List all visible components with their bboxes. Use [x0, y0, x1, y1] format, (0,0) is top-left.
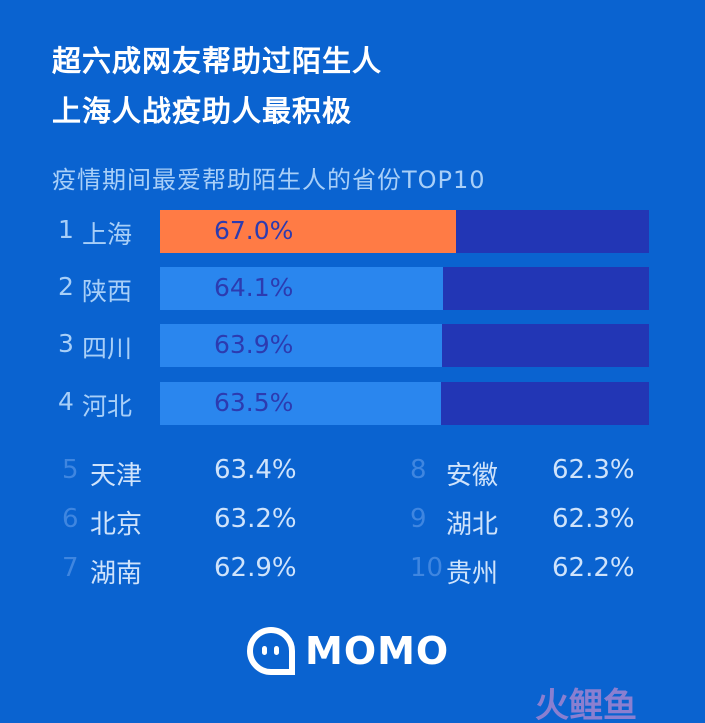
ranking-item: 9 湖北 62.3%: [410, 504, 670, 544]
ranking-item: 10 贵州 62.2%: [410, 553, 670, 593]
rank-number: 6: [62, 504, 79, 534]
rank-number: 9: [410, 504, 427, 534]
province-name: 北京: [90, 510, 143, 540]
rank-number: 10: [410, 553, 444, 583]
province-name: 湖北: [446, 510, 499, 540]
bar-value-label: 63.9%: [214, 330, 294, 359]
bar-track: 67.0%: [160, 210, 649, 253]
value-label: 62.2%: [552, 553, 635, 583]
bar-value-label: 63.5%: [214, 388, 294, 417]
bar-row: 1 上海 67.0%: [58, 210, 658, 253]
bar-rank: 3: [58, 329, 74, 358]
bar-row: 3 四川 63.9%: [58, 324, 658, 367]
momo-chat-icon: [247, 626, 295, 675]
logo-text: MOMO: [305, 629, 450, 673]
headline-line-1: 超六成网友帮助过陌生人: [52, 44, 383, 78]
bar-row: 2 陕西 64.1%: [58, 267, 658, 310]
bar-rank: 1: [58, 215, 74, 244]
province-name: 贵州: [446, 559, 499, 589]
province-name: 天津: [90, 461, 143, 491]
bar-rank: 4: [58, 387, 74, 416]
watermark: 火鲤鱼: [535, 686, 637, 723]
value-label: 62.3%: [552, 504, 635, 534]
ranking-item: 5 天津 63.4%: [62, 455, 322, 495]
value-label: 62.9%: [214, 553, 297, 583]
bar-track: 63.9%: [160, 324, 649, 367]
ranking-item: 7 湖南 62.9%: [62, 553, 322, 593]
rank-number: 7: [62, 553, 79, 583]
bar-value-label: 64.1%: [214, 273, 294, 302]
ranking-item: 6 北京 63.2%: [62, 504, 322, 544]
bar: [160, 267, 443, 310]
province-name: 湖南: [90, 559, 143, 589]
bar: [160, 324, 442, 367]
bar-rank: 2: [58, 272, 74, 301]
bar-track: 64.1%: [160, 267, 649, 310]
bar-row: 4 河北 63.5%: [58, 382, 658, 425]
bar-category-label: 上海: [82, 220, 133, 249]
rank-number: 8: [410, 455, 427, 485]
chart-title: 疫情期间最爱帮助陌生人的省份TOP10: [52, 166, 486, 194]
value-label: 63.4%: [214, 455, 297, 485]
rank-number: 5: [62, 455, 79, 485]
bar-category-label: 河北: [82, 392, 133, 421]
bar: [160, 210, 456, 253]
bar-category-label: 四川: [82, 334, 133, 363]
momo-logo: MOMO: [245, 625, 449, 677]
ranking-item: 8 安徽 62.3%: [410, 455, 670, 495]
headline-line-2: 上海人战疫助人最积极: [52, 94, 353, 128]
bar-category-label: 陕西: [82, 277, 133, 306]
bar-track: 63.5%: [160, 382, 649, 425]
province-name: 安徽: [446, 461, 499, 491]
bar-value-label: 67.0%: [214, 216, 294, 245]
bar: [160, 382, 441, 425]
value-label: 62.3%: [552, 455, 635, 485]
value-label: 63.2%: [214, 504, 297, 534]
